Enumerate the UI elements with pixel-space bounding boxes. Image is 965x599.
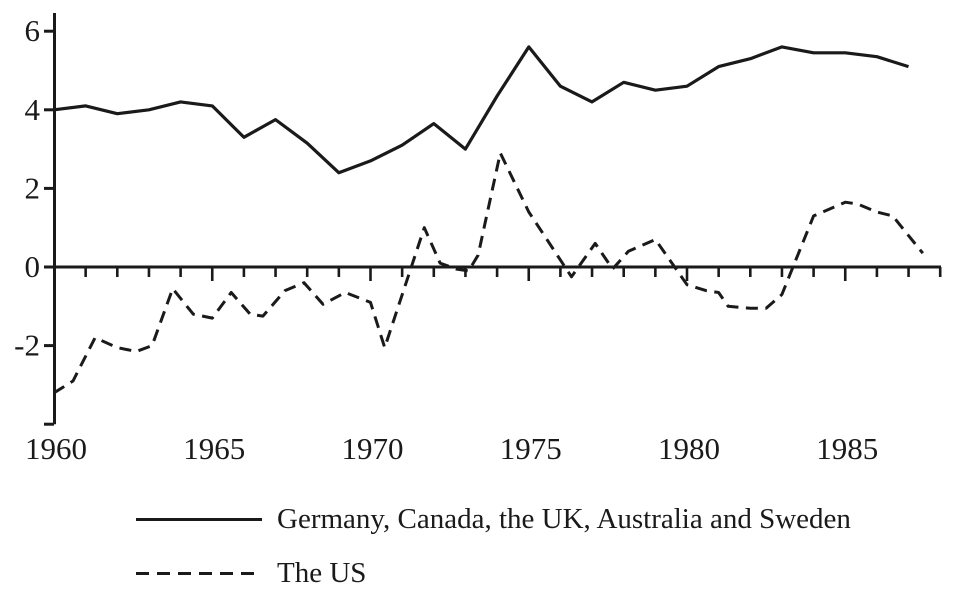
legend-swatch-dashed-line <box>136 571 262 575</box>
y-tick-label: -2 <box>14 328 40 363</box>
x-tick-label: 1965 <box>183 431 245 466</box>
x-tick-label: 1985 <box>816 431 878 466</box>
legend-label-solid: Germany, Canada, the UK, Australia and S… <box>277 503 851 535</box>
legend-item-dashed: The US <box>136 558 366 588</box>
legend-swatch-solid-line <box>136 517 262 521</box>
y-tick-label: 6 <box>25 13 41 48</box>
line-chart: 6 4 2 0 -2 1960 1965 1970 1975 1980 1985 <box>14 13 942 466</box>
y-tick-label: 2 <box>25 170 41 205</box>
x-tick-label: 1970 <box>342 431 404 466</box>
series-dashed-line <box>53 151 924 395</box>
y-tick-label: 4 <box>25 92 41 127</box>
y-tick-label: 0 <box>25 249 41 284</box>
x-tick-label: 1980 <box>658 431 720 466</box>
x-tick-label: 1960 <box>25 431 87 466</box>
series-solid-line <box>53 45 909 175</box>
legend-item-solid: Germany, Canada, the UK, Australia and S… <box>136 504 851 534</box>
legend-label-dashed: The US <box>277 557 367 589</box>
x-tick-label: 1975 <box>500 431 562 466</box>
